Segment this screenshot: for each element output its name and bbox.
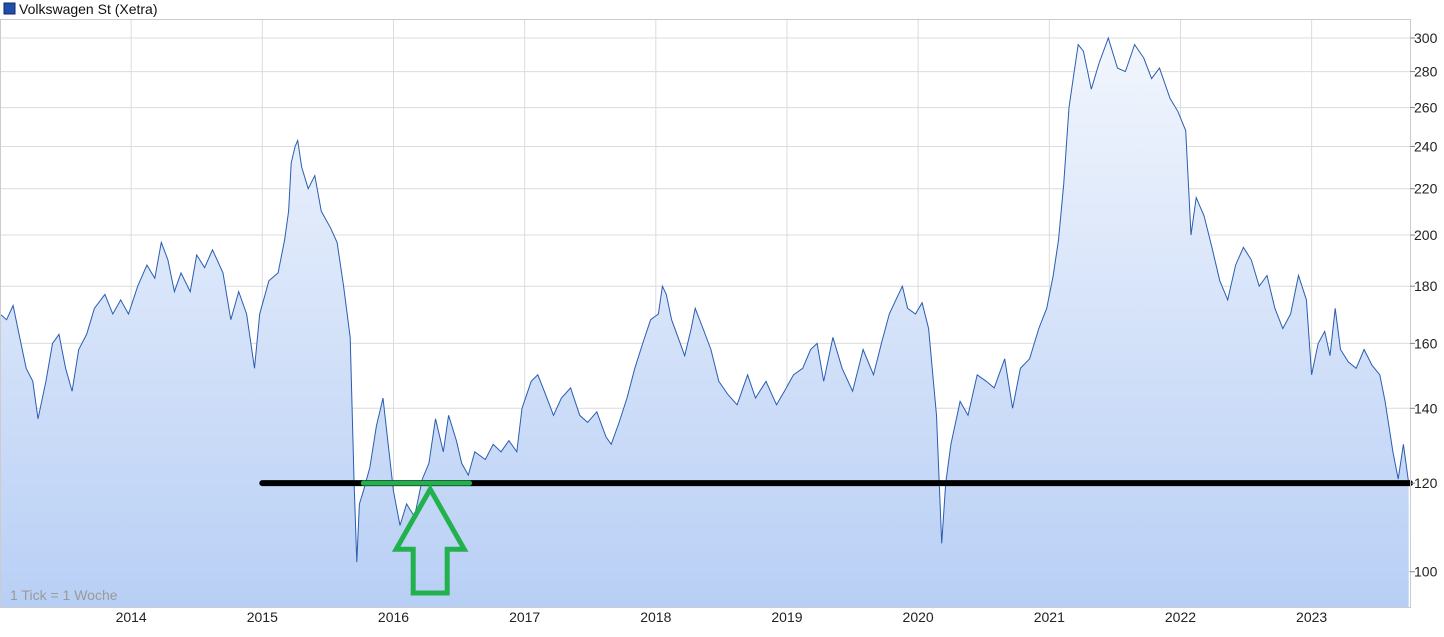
- y-tick-label: 160: [1414, 335, 1438, 351]
- y-tick-label: 100: [1414, 564, 1438, 580]
- price-area-fill: [0, 38, 1409, 608]
- y-tick-label: 240: [1414, 138, 1438, 154]
- x-tick-label: 2018: [640, 609, 671, 625]
- y-axis: 100 120 140 160 180 200 220 240 260 280 300: [1410, 30, 1438, 580]
- x-tick-label: 2019: [771, 609, 802, 625]
- y-tick-label: 200: [1414, 227, 1438, 243]
- legend-label: Volkswagen St (Xetra): [19, 1, 158, 17]
- y-tick-label: 140: [1414, 400, 1438, 416]
- annotations: [259, 480, 1413, 596]
- x-tick-label: 2017: [509, 609, 540, 625]
- x-tick-label: 2016: [378, 609, 409, 625]
- y-tick-label: 180: [1414, 278, 1438, 294]
- x-tick-label: 2014: [116, 609, 147, 625]
- y-tick-label: 260: [1414, 100, 1438, 116]
- legend-swatch: [3, 2, 16, 15]
- x-tick-label: 2021: [1034, 609, 1065, 625]
- x-tick-label: 2023: [1296, 609, 1327, 625]
- tick-interval-note: 1 Tick = 1 Woche: [10, 587, 118, 603]
- x-tick-label: 2015: [247, 609, 278, 625]
- y-tick-label: 220: [1414, 181, 1438, 197]
- legend: Volkswagen St (Xetra): [3, 1, 158, 17]
- x-axis: 2014 2015 2016 2017 2018 2019 2020 2021 2022 2023: [116, 609, 1328, 625]
- x-tick-label: 2020: [903, 609, 934, 625]
- y-tick-label: 280: [1414, 64, 1438, 80]
- y-tick-label: 120: [1414, 475, 1438, 491]
- price-series-line: [0, 36, 1410, 563]
- y-tick-label: 300: [1414, 30, 1438, 46]
- plot-frame: [0, 19, 1411, 608]
- x-tick-label: 2022: [1165, 609, 1196, 625]
- up-arrow-annotation: [391, 484, 469, 596]
